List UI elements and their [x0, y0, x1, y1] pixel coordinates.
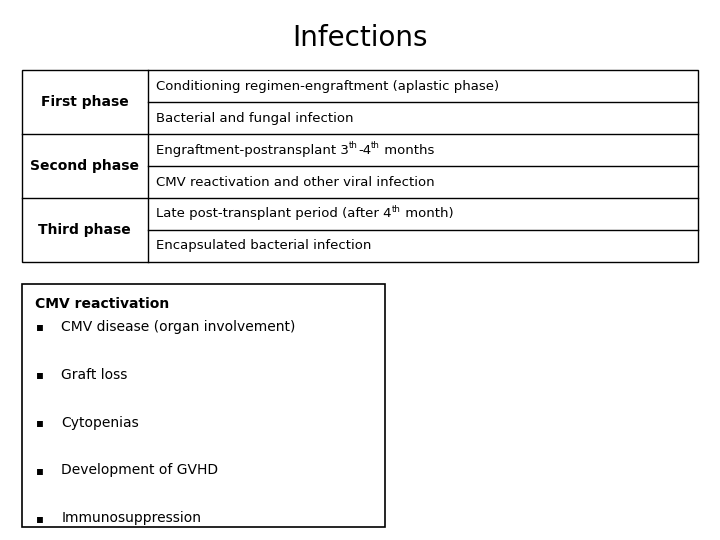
Text: Engraftment-postransplant 3: Engraftment-postransplant 3 — [156, 144, 349, 157]
Text: ▪: ▪ — [36, 368, 44, 381]
Text: Third phase: Third phase — [38, 223, 131, 237]
Text: CMV disease (organ involvement): CMV disease (organ involvement) — [61, 320, 296, 334]
Text: month): month) — [400, 207, 454, 220]
Text: Bacterial and fungal infection: Bacterial and fungal infection — [156, 112, 354, 125]
Text: th: th — [392, 205, 400, 214]
Bar — [22, 284, 385, 526]
Text: Cytopenias: Cytopenias — [61, 416, 139, 429]
Text: Graft loss: Graft loss — [61, 368, 127, 382]
Text: ▪: ▪ — [36, 416, 44, 429]
Text: First phase: First phase — [41, 95, 128, 109]
Bar — [22, 70, 698, 262]
Text: Conditioning regimen-engraftment (aplastic phase): Conditioning regimen-engraftment (aplast… — [156, 80, 500, 93]
Text: ▪: ▪ — [36, 464, 44, 477]
Text: CMV reactivation: CMV reactivation — [35, 297, 168, 311]
Text: CMV reactivation and other viral infection: CMV reactivation and other viral infecti… — [156, 176, 435, 188]
Text: th: th — [349, 141, 358, 150]
Text: Infections: Infections — [292, 24, 428, 52]
Text: Encapsulated bacterial infection: Encapsulated bacterial infection — [156, 239, 372, 252]
Text: th: th — [371, 141, 380, 150]
Text: Second phase: Second phase — [30, 159, 139, 173]
Text: -4: -4 — [358, 144, 371, 157]
Text: Late post-transplant period (after 4: Late post-transplant period (after 4 — [156, 207, 392, 220]
Text: ▪: ▪ — [36, 320, 44, 333]
Text: Development of GVHD: Development of GVHD — [61, 463, 218, 477]
Text: months: months — [380, 144, 434, 157]
Text: Immunosuppression: Immunosuppression — [61, 511, 201, 525]
Text: ▪: ▪ — [36, 512, 44, 525]
